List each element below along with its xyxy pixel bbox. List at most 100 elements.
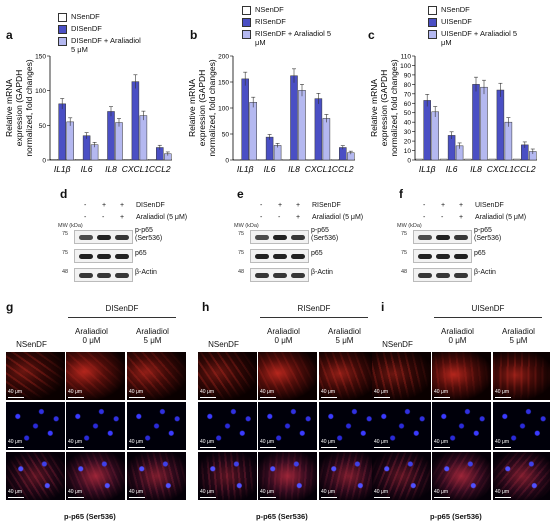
blot-band [79, 234, 93, 240]
x-tick-label: IL6 [446, 164, 458, 174]
micrograph-dapi: 40 μm [127, 402, 186, 450]
scale-bar [321, 497, 337, 498]
bar [513, 158, 521, 161]
row-label-p-p65: p-p65 (Ser536) [135, 227, 163, 242]
micrograph-merge: 40 μm [372, 452, 431, 500]
micrograph-p-p65: 40 μm [319, 352, 378, 400]
lane-sign: + [120, 214, 125, 221]
micrograph-merge: 40 μm [319, 452, 378, 500]
row-label-actin: β-Actin [474, 269, 496, 276]
western-blot: - - + - + + DISenDF Araliadiol (5 μM) MW (kDa) 75… [58, 200, 207, 285]
stain-caption: p-p65 (Ser536) [430, 512, 482, 521]
bar [415, 158, 423, 161]
bar [82, 135, 91, 161]
scale-bar [434, 447, 450, 448]
blot-strip [250, 249, 309, 263]
bar [99, 159, 107, 161]
microscopy-panel: DISenDF NSenDF Araliadiol 0 μM Araliadiol 5… [6, 300, 186, 526]
bar [233, 159, 241, 161]
x-tick-label: CXCL1 [305, 164, 333, 174]
legend-label: NSenDF [255, 5, 284, 14]
row-label-p65: p65 [474, 250, 486, 257]
legend-swatch [58, 13, 67, 22]
column-header: Araliadiol 0 μM [441, 327, 474, 345]
blot-band [97, 272, 111, 278]
scale-bar-label: 40 μm [260, 439, 274, 445]
blot-band [454, 234, 468, 240]
micrograph-dapi: 40 μm [432, 402, 491, 450]
western-blot: - - + - + + RISenDF Araliadiol (5 μM) MW (kDa) 75… [234, 200, 383, 285]
scale-bar-label: 40 μm [129, 489, 143, 495]
legend-swatch [242, 30, 251, 39]
scale-bar [495, 497, 511, 498]
mw-marker: 48 [62, 269, 69, 275]
scale-bar-label: 40 μm [260, 489, 274, 495]
row-label-actin: β-Actin [135, 269, 157, 276]
mw-marker: 75 [401, 250, 408, 256]
panel-label-e: e [237, 187, 244, 201]
scale-bar-label: 40 μm [200, 489, 214, 495]
micrograph-p-p65: 40 μm [493, 352, 550, 400]
scale-bar-label: 40 μm [200, 389, 214, 395]
y-axis-label: expression (GAPDH [379, 70, 389, 147]
legend-swatch [242, 6, 251, 15]
blot-band [291, 272, 305, 278]
blot-band [418, 253, 432, 259]
y-axis-label: normalized, fold changes) [24, 59, 34, 157]
panel-label-a: a [6, 28, 13, 42]
x-tick-label: CCL2 [514, 164, 536, 174]
column-header: Araliadiol 0 μM [267, 327, 300, 345]
blot-band [79, 253, 93, 259]
legend-swatch [428, 18, 437, 27]
lane-sign: - [278, 214, 281, 221]
y-tick-label: 90 [404, 72, 412, 79]
bar [123, 159, 132, 161]
x-tick-label: CCL2 [332, 164, 354, 174]
legend-label: NSenDF [441, 5, 470, 14]
scale-bar-label: 40 μm [129, 439, 143, 445]
bar [257, 159, 266, 161]
y-tick-label: 200 [218, 54, 229, 61]
micrograph-dapi: 40 μm [6, 402, 65, 450]
legend-label: DISenDF + Araliadiol 5 μM [71, 36, 141, 54]
blot-band [291, 253, 305, 259]
group-bracket [68, 317, 176, 318]
mw-marker: 75 [238, 231, 245, 237]
x-tick-label: IL1β [419, 164, 436, 174]
bar [282, 159, 290, 161]
scale-bar [200, 497, 216, 498]
x-tick-label: IL1β [237, 164, 254, 174]
micrograph-merge: 40 μm [127, 452, 186, 500]
panel-label-b: b [190, 28, 198, 42]
lane-sign: - [423, 202, 426, 209]
mw-label: MW (kDa) [58, 223, 83, 229]
blot-strip [74, 230, 133, 244]
lane-sign: - [260, 202, 263, 209]
lane-sign: + [296, 214, 301, 221]
y-axis-label: expression (GAPDH [197, 70, 207, 147]
y-tick-label: 50 [39, 123, 47, 130]
blot-band [418, 272, 432, 278]
scale-bar-label: 40 μm [434, 439, 448, 445]
lane-sign: - [84, 202, 87, 209]
blot-strip [74, 249, 133, 263]
bar [131, 81, 140, 161]
blot-band [418, 234, 432, 240]
scale-bar [495, 397, 511, 398]
legend-label: UISenDF + Araliadiol 5 μM [441, 29, 518, 47]
micrograph-p-p65: 40 μm [372, 352, 431, 400]
scale-bar [68, 497, 84, 498]
scale-bar [8, 447, 24, 448]
micrograph-merge: 40 μm [66, 452, 125, 500]
scale-bar-label: 40 μm [200, 439, 214, 445]
scale-bar-label: 40 μm [68, 389, 82, 395]
micrograph-p-p65: 40 μm [127, 352, 186, 400]
y-tick-label: 100 [218, 106, 229, 113]
column-header: NSenDF [382, 340, 413, 349]
y-tick-label: 0 [225, 158, 229, 165]
bar [74, 159, 83, 161]
blot-band [436, 253, 450, 259]
y-tick-label: 150 [218, 80, 229, 87]
y-tick-label: 30 [404, 129, 412, 136]
bar [265, 136, 274, 161]
